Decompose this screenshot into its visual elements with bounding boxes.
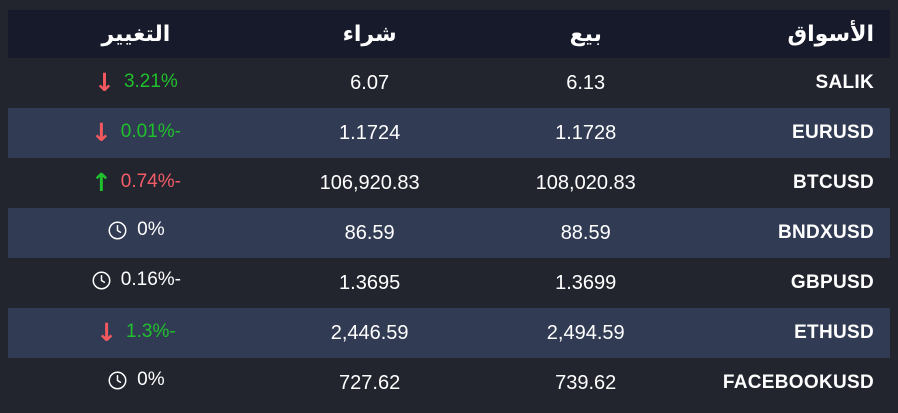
table-row[interactable]: ETHUSD 2,494.59 2,446.59 ↓ ↑ 1.3%- (8, 308, 890, 358)
table-row[interactable]: EURUSD 1.1728 1.1724 ↓ ↑ 0.01%- (8, 108, 890, 158)
buy-price: 106,920.83 (319, 171, 420, 194)
sell-price: 6.13 (566, 71, 606, 94)
down-arrow-icon: ↓ (96, 317, 118, 347)
table-row[interactable]: BTCUSD 108,020.83 106,920.83 ↓ ↑ 0.74%- (8, 158, 890, 208)
table-row[interactable]: BNDXUSD 88.59 86.59 ↓ ↑ 0% (8, 208, 890, 258)
change-value: 0% (137, 369, 165, 391)
change-cell: ↓ ↑ 1.3%- (8, 308, 264, 358)
change-value: 1.3%- (126, 321, 176, 342)
change-value: 0.74%- (120, 171, 181, 192)
change-cell: ↓ ↑ 0% (8, 208, 264, 258)
change-value: 0.16%- (120, 269, 181, 291)
change-cell: ↓ ↑ 0.74%- (8, 158, 264, 208)
change-value: 3.21% (123, 71, 178, 92)
sell-price: 1.1728 (555, 121, 617, 144)
buy-price: 86.59 (344, 221, 395, 244)
sell-price: 739.62 (555, 371, 617, 394)
header-row: الأسواق بيع شراء التغيير (8, 10, 890, 58)
market-name: EURUSD (791, 122, 874, 143)
clock-icon (107, 220, 128, 241)
column-header-change: التغيير (101, 21, 171, 46)
market-name: FACEBOOKUSD (722, 372, 874, 393)
markets-table: الأسواق بيع شراء التغيير SALIK 6.13 6.07… (8, 10, 890, 408)
buy-price: 1.1724 (339, 121, 401, 144)
table-body: SALIK 6.13 6.07 ↓ ↑ 3.21% EURUSD 1.1728 … (8, 58, 890, 408)
change-value: 0.01%- (120, 121, 181, 142)
buy-price: 6.07 (350, 71, 390, 94)
up-arrow-icon: ↑ (90, 167, 112, 197)
clock-icon (107, 370, 128, 391)
change-cell: ↓ ↑ 0.01%- (8, 108, 264, 158)
market-name: BNDXUSD (777, 222, 874, 243)
table-row[interactable]: FACEBOOKUSD 739.62 727.62 ↓ ↑ 0% (8, 358, 890, 408)
change-cell: ↓ ↑ 0% (8, 358, 264, 408)
change-cell: ↓ ↑ 0.16%- (8, 258, 264, 308)
clock-icon (91, 270, 112, 291)
down-arrow-icon: ↓ (90, 117, 112, 147)
market-name: ETHUSD (794, 322, 874, 343)
sell-price: 108,020.83 (535, 171, 636, 194)
buy-price: 727.62 (339, 371, 401, 394)
buy-price: 2,446.59 (330, 321, 409, 344)
sell-price: 1.3699 (555, 271, 617, 294)
table-row[interactable]: SALIK 6.13 6.07 ↓ ↑ 3.21% (8, 58, 890, 108)
market-name: GBPUSD (790, 272, 874, 293)
sell-price: 2,494.59 (546, 321, 625, 344)
sell-price: 88.59 (560, 221, 611, 244)
down-arrow-icon: ↓ (93, 67, 115, 97)
buy-price: 1.3695 (339, 271, 401, 294)
column-header-markets: الأسواق (787, 21, 874, 46)
market-name: BTCUSD (793, 172, 874, 193)
column-header-sell: بيع (569, 21, 602, 46)
market-name: SALIK (815, 72, 874, 93)
table-row[interactable]: GBPUSD 1.3699 1.3695 ↓ ↑ 0.16%- (8, 258, 890, 308)
change-cell: ↓ ↑ 3.21% (8, 58, 264, 108)
column-header-buy: شراء (342, 21, 397, 46)
change-value: 0% (137, 219, 165, 241)
table-header: الأسواق بيع شراء التغيير (8, 10, 890, 58)
